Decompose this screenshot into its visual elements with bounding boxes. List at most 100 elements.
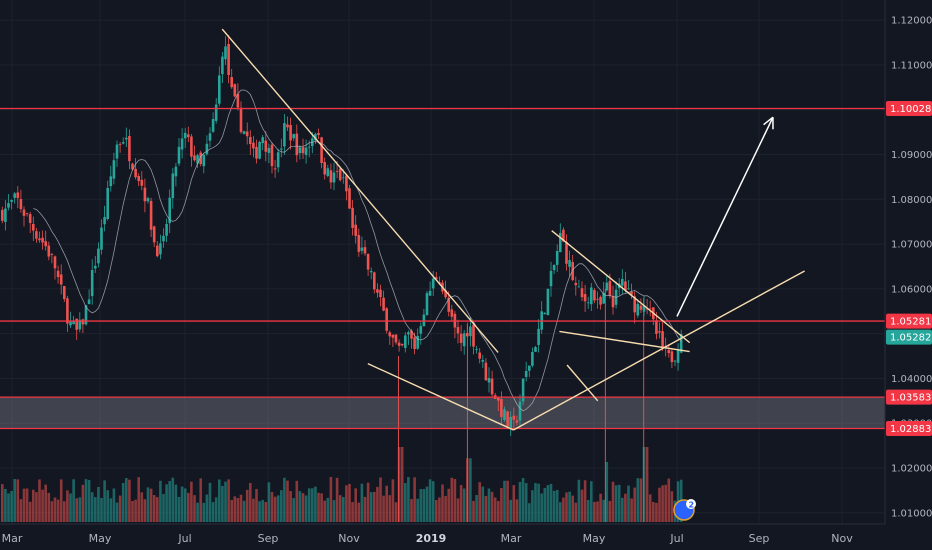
- candle: [28, 211, 32, 234]
- candle: [87, 289, 91, 305]
- candle: [261, 135, 264, 151]
- candle: [521, 378, 525, 406]
- candle: [202, 153, 206, 174]
- volume-bar: [608, 501, 612, 522]
- volume-bar: [193, 495, 196, 522]
- candle: [528, 365, 531, 378]
- candle: [484, 358, 488, 381]
- x-tick-label: Jul: [177, 532, 191, 545]
- volume-bar: [252, 498, 255, 522]
- volume-bar: [143, 499, 147, 522]
- candle: [590, 283, 593, 312]
- author-avatar[interactable]: 2: [673, 499, 696, 521]
- candle: [156, 241, 159, 258]
- trend-line[interactable]: [551, 230, 691, 344]
- volume-bar: [574, 502, 578, 522]
- volume-bar: [335, 477, 339, 522]
- volume-bar: [97, 486, 100, 522]
- candle: [270, 142, 274, 174]
- volume-bar: [103, 480, 106, 522]
- volume-bar: [13, 479, 16, 522]
- volume-bar: [655, 502, 658, 522]
- trend-line[interactable]: [513, 270, 805, 431]
- volume-bar: [438, 497, 441, 522]
- candle: [112, 152, 116, 185]
- candle: [128, 129, 131, 170]
- candle: [518, 394, 522, 429]
- candle: [233, 83, 237, 98]
- volume-bar: [571, 495, 574, 522]
- volume-bar: [621, 497, 624, 522]
- candle: [35, 228, 38, 243]
- candle: [134, 158, 137, 180]
- volume-bar: [503, 480, 506, 522]
- candle: [546, 288, 550, 316]
- candle: [140, 171, 144, 191]
- svg-text:1.10028: 1.10028: [890, 104, 931, 115]
- candle: [565, 234, 568, 271]
- trend-line[interactable]: [566, 364, 599, 402]
- candle: [32, 216, 35, 241]
- candle: [679, 329, 683, 354]
- candle: [286, 116, 289, 131]
- volume-bar: [531, 490, 534, 522]
- candle: [602, 281, 605, 304]
- candle: [137, 173, 140, 187]
- candle: [193, 145, 196, 162]
- candle: [171, 168, 175, 209]
- candle: [497, 397, 500, 412]
- volume-bar: [236, 498, 240, 522]
- x-tick-label: Mar: [2, 532, 23, 545]
- volume-bar: [199, 478, 202, 522]
- candle: [422, 308, 426, 327]
- candle: [41, 230, 44, 250]
- candle: [121, 137, 125, 145]
- price-badges: 1.10028 1.05281 1.05282 1.03583 1.02883: [886, 100, 932, 436]
- candle: [174, 162, 178, 187]
- volume-bar: [19, 499, 23, 522]
- candle: [103, 205, 106, 232]
- volume-bar: [307, 488, 311, 522]
- candle: [404, 332, 407, 353]
- candle: [596, 291, 599, 309]
- trend-line[interactable]: [221, 28, 499, 353]
- volume-bar: [360, 483, 364, 522]
- volume-bar: [580, 489, 584, 522]
- candle: [59, 264, 63, 295]
- volume-bar: [16, 479, 20, 522]
- volume-bar: [490, 491, 494, 522]
- candle: [363, 240, 367, 256]
- volume-bar: [171, 477, 175, 522]
- volume-bar: [369, 492, 373, 522]
- candle: [97, 242, 100, 268]
- candle: [19, 189, 23, 213]
- candle: [382, 290, 385, 312]
- volume-bar: [286, 480, 289, 522]
- candle: [379, 284, 382, 307]
- candle: [304, 139, 308, 164]
- candle: [125, 127, 128, 147]
- candle: [218, 66, 221, 107]
- candle: [283, 113, 286, 155]
- volume-bar: [292, 498, 295, 522]
- volume-bar: [379, 477, 382, 522]
- volume-bar: [435, 500, 438, 522]
- volume-bar: [422, 489, 426, 522]
- volume-bar: [174, 484, 178, 522]
- ma-line: [33, 89, 682, 412]
- volume-bar: [152, 494, 156, 522]
- candle: [348, 184, 351, 209]
- candle: [72, 316, 75, 325]
- forecast-arrow[interactable]: [676, 116, 774, 317]
- volume-bar: [109, 498, 113, 522]
- candle: [264, 131, 268, 162]
- trend-line[interactable]: [367, 363, 514, 431]
- candle: [177, 138, 181, 166]
- time-axis[interactable]: Mar May Jul Sep Nov 2019 Mar May Jul Sep Nov: [2, 532, 854, 545]
- volume-bar: [617, 484, 621, 522]
- volume-bar: [63, 501, 66, 522]
- trend-line[interactable]: [559, 330, 690, 353]
- x-tick-label: Nov: [831, 532, 853, 545]
- volume-bar: [419, 489, 423, 522]
- candle: [627, 280, 630, 290]
